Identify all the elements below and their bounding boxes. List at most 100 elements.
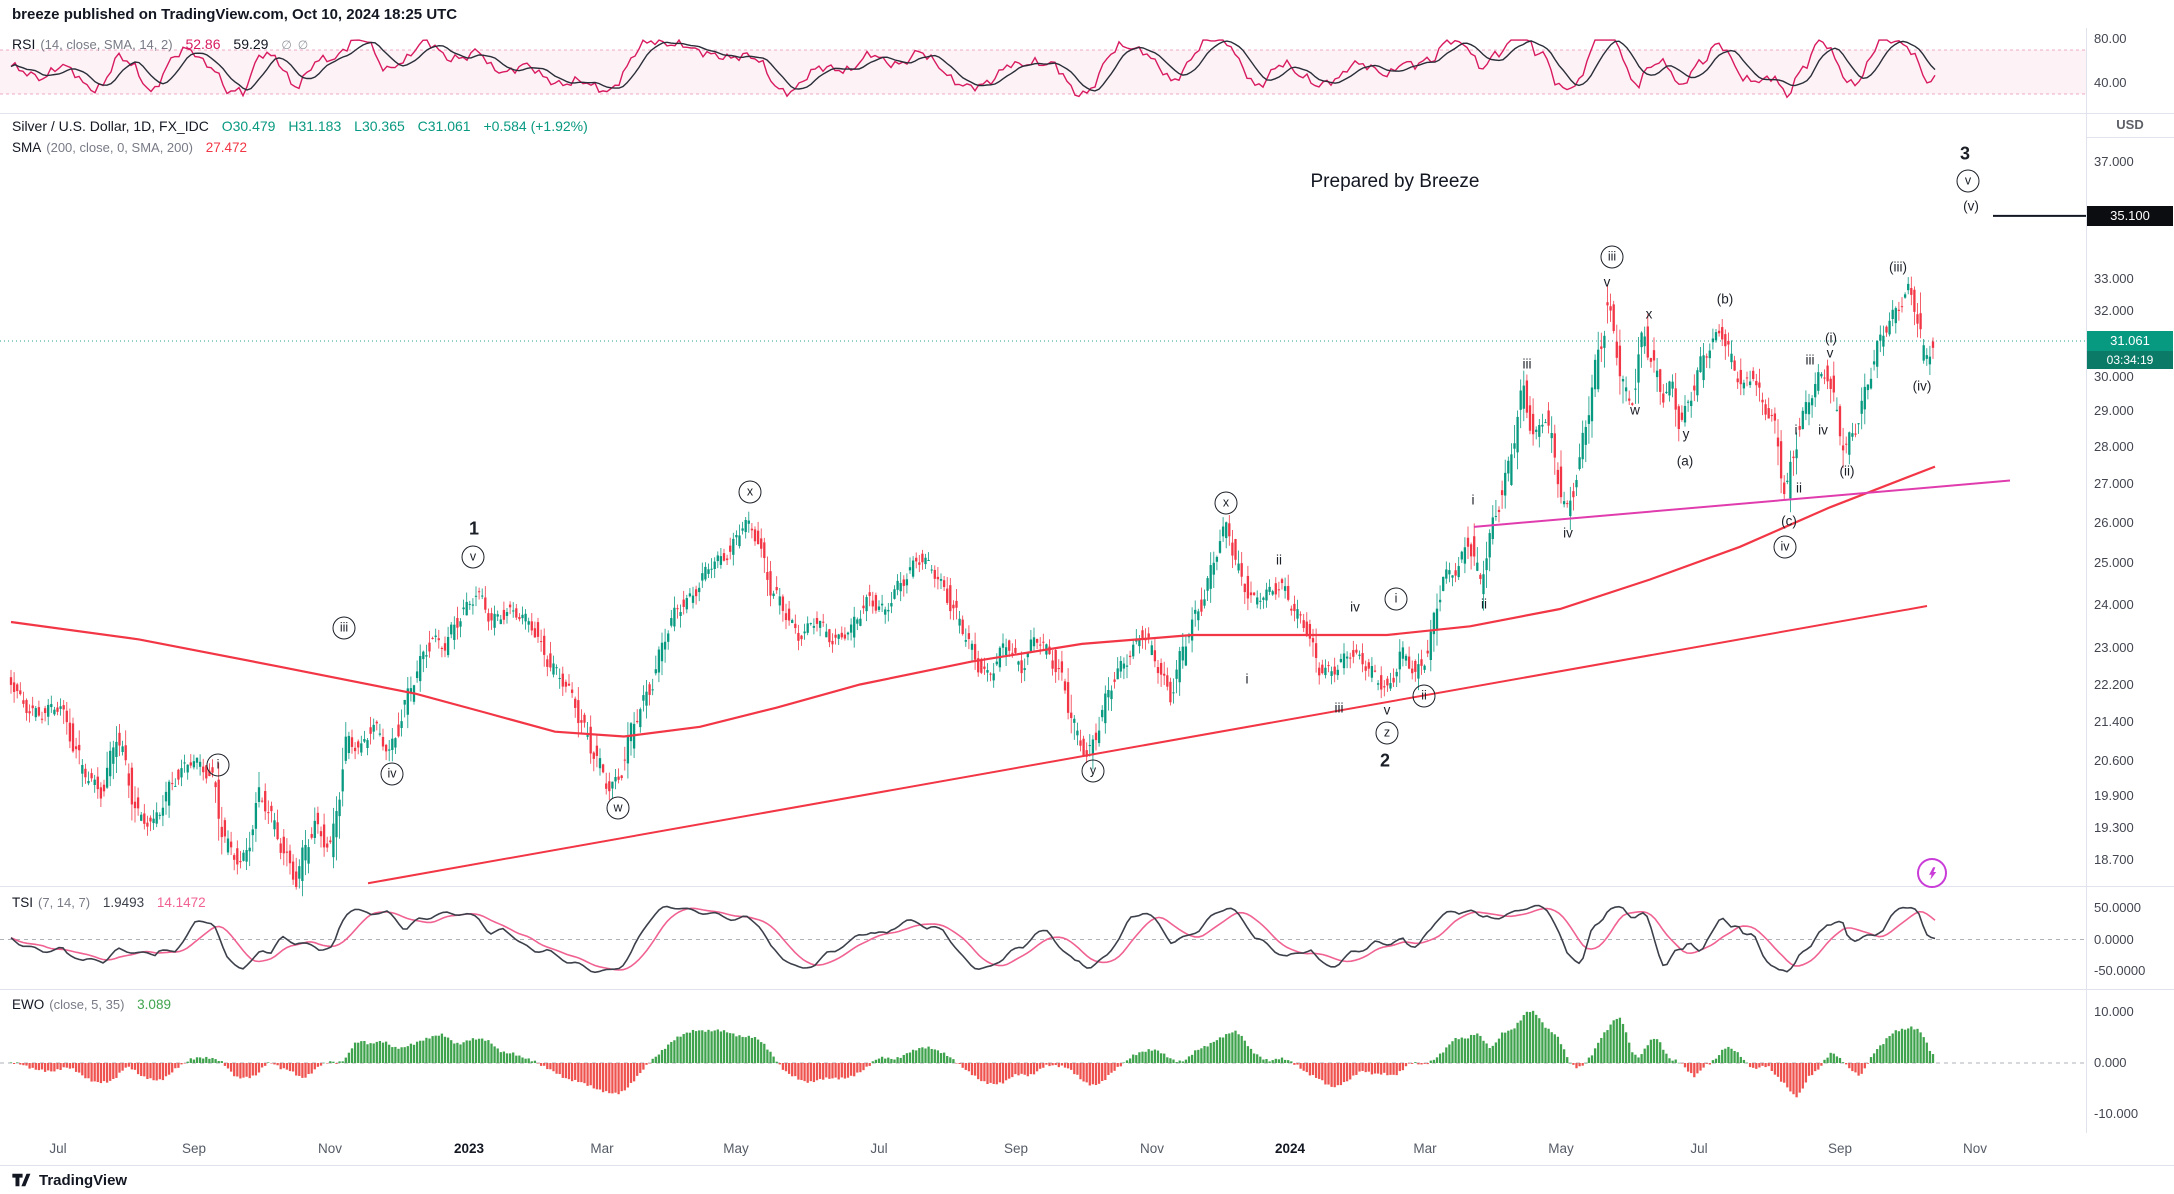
wave-label[interactable]: v (1603, 274, 1611, 290)
axis-tick: 80.00 (2094, 31, 2127, 46)
wave-label[interactable]: w (606, 796, 630, 820)
wave-label[interactable]: z (1375, 721, 1399, 745)
wave-label[interactable]: v (1383, 702, 1391, 718)
sma-legend[interactable]: SMA (200, close, 0, SMA, 200) 27.472 (12, 140, 247, 155)
last-price-label: 31.061 03:34:19 (2087, 330, 2173, 369)
tradingview-logo-icon[interactable] (10, 1169, 32, 1191)
rsi-indicator-params: (14, close, SMA, 14, 2) (40, 37, 173, 52)
tsi-value: 1.9493 (102, 895, 145, 910)
rsi-indicator-name: RSI (12, 36, 36, 52)
axis-tick: 19.900 (2094, 788, 2134, 804)
tsi-indicator-params: (7, 14, 7) (38, 895, 91, 910)
axis-tick: 20.600 (2094, 753, 2134, 769)
wave-label[interactable]: iii (1334, 700, 1344, 716)
wave-label[interactable]: ii (1796, 480, 1802, 496)
wave-label[interactable]: iii (332, 616, 356, 640)
wave-label[interactable]: i (206, 753, 230, 777)
rsi-signal-value: 59.29 (233, 36, 269, 52)
price-axis[interactable]: 37.000 33.000 32.000 30.000 29.000 28.000 27.0… (2086, 0, 2174, 1194)
wave-label[interactable]: (c) (1781, 513, 1797, 529)
change-value: +0.584 (+1.92%) (483, 118, 588, 134)
low-value: L30.365 (354, 118, 405, 134)
axis-tick: 22.200 (2094, 676, 2134, 692)
target-price-value: 35.100 (2087, 205, 2173, 226)
time-axis-label: May (723, 1141, 749, 1156)
axis-tick: -50.0000 (2094, 963, 2146, 978)
rsi-value: 52.86 (185, 36, 221, 52)
wave-label[interactable]: y (1682, 426, 1690, 442)
wave-label[interactable]: x (1214, 491, 1238, 515)
tradingview-brand[interactable]: TradingView (39, 1171, 128, 1189)
wave-label[interactable]: (v) (1963, 198, 1979, 214)
ewo-legend[interactable]: EWO (close, 5, 35) 3.089 (12, 997, 171, 1012)
wave-label[interactable]: (iii) (1889, 259, 1907, 275)
time-axis-label: Mar (590, 1141, 614, 1156)
wave-label[interactable]: (iv) (1912, 378, 1932, 394)
axis-tick: 27.000 (2094, 476, 2134, 492)
wave-label[interactable]: iii (1805, 352, 1815, 368)
wave-label[interactable]: i (1471, 492, 1475, 508)
wave-label[interactable]: (ii) (1839, 463, 1855, 479)
tsi-signal-value: 14.1472 (156, 895, 206, 910)
target-price-label: 35.100 (2087, 205, 2173, 226)
wave-label[interactable]: (a) (1676, 453, 1694, 469)
time-axis-label: 2023 (453, 1141, 485, 1156)
axis-tick: 24.000 (2094, 596, 2134, 612)
time-axis[interactable]: Jul Sep Nov 2023 Mar May Jul Sep Nov 2024 Mar May Ju… (0, 1133, 2174, 1165)
symbol-legend[interactable]: Silver / U.S. Dollar, 1D, FX_IDC O30.479… (12, 118, 588, 134)
wave-label[interactable]: iv (1350, 599, 1360, 615)
countdown-timer: 03:34:19 (2087, 350, 2173, 369)
wave-label[interactable]: 3 (1959, 143, 1971, 164)
wave-label[interactable]: ii (1481, 596, 1487, 612)
axis-tick: 50.0000 (2094, 900, 2141, 915)
wave-label[interactable]: iv (1818, 422, 1828, 438)
time-axis-label: Jul (49, 1141, 67, 1156)
time-axis-label: Jul (1690, 1141, 1708, 1156)
axis-tick: 29.000 (2094, 403, 2134, 419)
axis-tick: 0.0000 (2094, 931, 2134, 947)
tsi-indicator-name: TSI (12, 895, 34, 910)
wave-label[interactable]: (i) (1825, 330, 1837, 346)
axis-tick: 10.000 (2094, 1004, 2134, 1019)
wave-label[interactable]: v (1826, 345, 1834, 361)
tsi-legend[interactable]: TSI (7, 14, 7) 1.9493 14.1472 (12, 895, 206, 910)
rsi-legend[interactable]: RSI (14, close, SMA, 14, 2) 52.86 59.29 ∅… (12, 36, 314, 52)
wave-label[interactable]: i (1245, 671, 1249, 687)
wave-label[interactable]: y (1081, 759, 1105, 783)
wave-label[interactable]: x (1645, 306, 1653, 322)
wave-label[interactable]: v (461, 545, 485, 569)
wave-label[interactable]: 1 (468, 518, 480, 539)
time-axis-label: Sep (181, 1141, 207, 1156)
axis-tick: 26.000 (2094, 514, 2134, 530)
wave-label[interactable]: iv (1563, 525, 1573, 541)
wave-label[interactable]: 2 (1379, 750, 1391, 771)
axis-tick: 23.000 (2094, 640, 2134, 656)
wave-label[interactable]: iii (1522, 356, 1532, 372)
ewo-indicator-params: (close, 5, 35) (49, 997, 125, 1012)
wave-label[interactable]: ii (1276, 552, 1282, 568)
axis-tick: 21.400 (2094, 714, 2134, 730)
wave-label[interactable]: iii (1600, 245, 1624, 269)
sma-indicator-name: SMA (12, 140, 42, 155)
wave-label[interactable]: v (1956, 169, 1980, 193)
sma-indicator-params: (200, close, 0, SMA, 200) (46, 140, 193, 155)
time-axis-label: Sep (1827, 1141, 1853, 1156)
wave-label[interactable]: iv (380, 762, 404, 786)
currency-label: USD (2116, 117, 2144, 132)
axis-tick: -10.000 (2094, 1106, 2139, 1121)
lightning-icon[interactable] (1917, 858, 1947, 888)
wave-label[interactable]: ii (1412, 684, 1436, 708)
wave-label[interactable]: i (1384, 587, 1408, 611)
wave-label[interactable]: w (1630, 402, 1640, 418)
axis-tick: 0.000 (2094, 1055, 2127, 1070)
rsi-hide-icon[interactable]: ∅∅ (281, 38, 315, 52)
publish-header: breeze published on TradingView.com, Oct… (12, 6, 458, 23)
wave-label[interactable]: iv (1773, 535, 1797, 559)
wave-label[interactable]: (b) (1716, 291, 1734, 307)
wave-label[interactable]: x (738, 480, 762, 504)
sma-value: 27.472 (205, 140, 248, 155)
wave-label[interactable]: i (1794, 422, 1798, 438)
axis-tick: 19.300 (2094, 819, 2134, 835)
